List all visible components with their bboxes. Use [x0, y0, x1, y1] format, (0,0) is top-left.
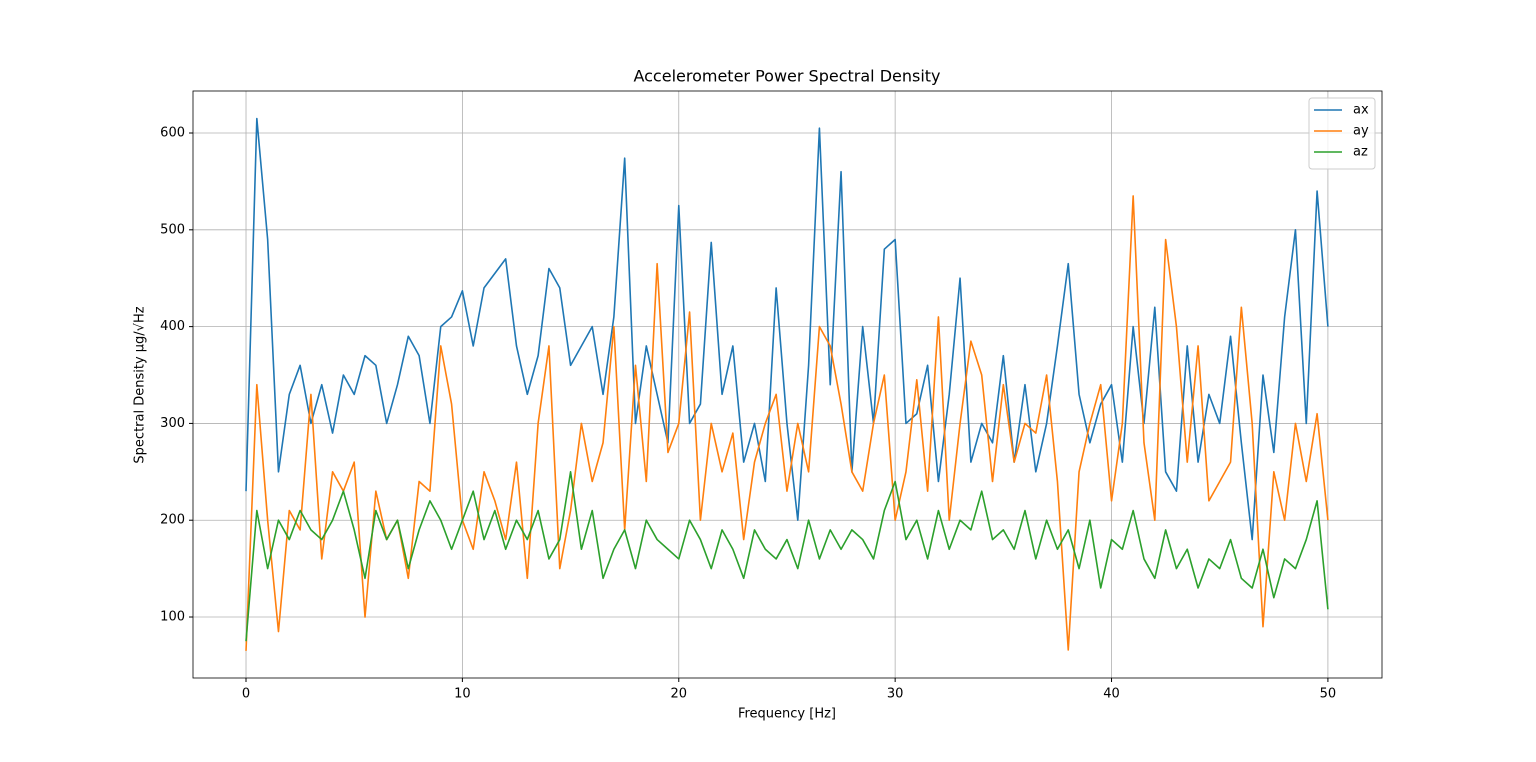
y-tick-label: 600	[160, 126, 185, 141]
line-series	[245, 471, 1329, 642]
y-tick-label: 200	[160, 513, 185, 528]
x-tick-label: 20	[670, 687, 687, 702]
y-tick-label: 500	[160, 222, 185, 237]
line-series	[245, 117, 1329, 541]
legend-label: ax	[1353, 103, 1369, 118]
x-tick-label: 40	[1103, 687, 1120, 702]
x-tick-label: 0	[242, 687, 250, 702]
x-tick-label: 10	[454, 687, 471, 702]
y-tick-label: 100	[160, 610, 185, 625]
line-series	[245, 195, 1329, 651]
legend-label: az	[1353, 145, 1368, 160]
x-axis-label: Frequency [Hz]	[738, 707, 836, 722]
x-tick-label: 30	[887, 687, 904, 702]
y-tick-label: 400	[160, 319, 185, 334]
y-axis-label: Spectral Density μg/√Hz	[133, 306, 148, 463]
y-tick-label: 300	[160, 416, 185, 431]
chart-title: Accelerometer Power Spectral Density	[633, 67, 940, 86]
plot-frame	[192, 90, 1383, 679]
x-tick-label: 50	[1320, 687, 1337, 702]
legend-label: ay	[1353, 124, 1369, 139]
